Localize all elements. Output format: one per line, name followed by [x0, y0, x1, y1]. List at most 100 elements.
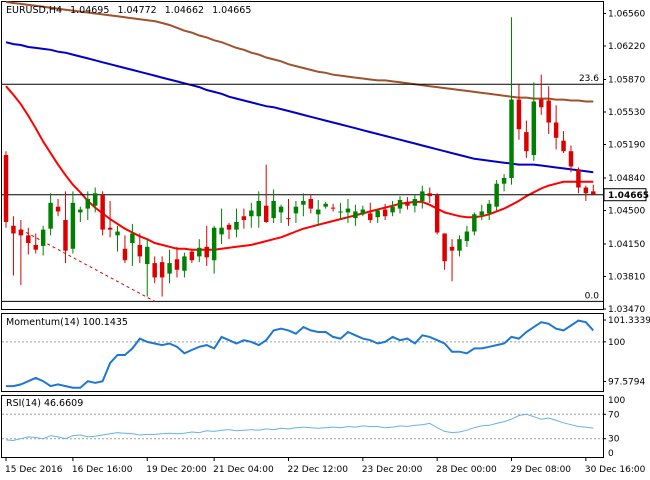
candle-body — [3, 155, 9, 222]
price-tick-label: 1.04150 — [608, 240, 645, 250]
fib-label-1: 0.0 — [585, 291, 600, 301]
candle — [353, 204, 358, 226]
rsi-tick-label: 30 — [608, 435, 620, 445]
candle — [561, 131, 566, 154]
candle — [323, 201, 328, 209]
candles — [3, 17, 596, 297]
current-price-tag — [603, 188, 647, 202]
candle-body — [382, 209, 388, 217]
time-tick-label: 16 Dec 16:00 — [72, 465, 133, 475]
candle — [249, 202, 254, 228]
candle-body — [204, 246, 209, 258]
candle-body — [330, 207, 336, 209]
candle-body — [137, 244, 143, 257]
candle — [130, 223, 135, 266]
candle-body — [226, 224, 232, 230]
price-tick-label: 1.04500 — [608, 206, 645, 216]
momentum-axis: 101.3339 100 97.5794 — [603, 316, 650, 388]
candle-body — [182, 256, 187, 271]
candle — [531, 82, 537, 161]
rsi-axis: 70 30 100 0 — [603, 396, 625, 459]
candle-body — [241, 216, 247, 221]
candle-body — [472, 214, 477, 232]
candle — [100, 191, 105, 236]
rsi-tick-label: 70 — [608, 410, 620, 420]
rsi-panel-frame — [1, 395, 604, 458]
candle-body — [55, 206, 61, 212]
candle-body — [92, 193, 98, 206]
candle-body — [583, 187, 589, 194]
rsi-top-label: 100 — [608, 396, 625, 406]
candle — [553, 105, 559, 150]
candle-body — [531, 101, 537, 156]
candle — [390, 200, 395, 217]
candle-body — [442, 233, 447, 262]
candle-body — [405, 201, 410, 206]
candle-body — [561, 140, 566, 152]
candle-body — [174, 259, 180, 270]
candle — [234, 208, 239, 238]
candle-body — [159, 262, 165, 278]
candle — [182, 252, 187, 278]
price-tick-label: 1.06220 — [608, 42, 645, 52]
candle-body — [539, 99, 544, 108]
candle-body — [301, 200, 306, 205]
candle-body — [308, 199, 314, 209]
candle — [591, 184, 596, 196]
candle — [479, 204, 485, 221]
ohlc-low: 1.04662 — [165, 5, 204, 16]
momentum-plot — [2, 319, 603, 389]
ohlc-open: 1.04695 — [70, 5, 109, 16]
candle — [63, 191, 68, 264]
candle-body — [48, 202, 53, 229]
candle-body — [249, 210, 254, 217]
candle — [70, 191, 76, 254]
candle-body — [100, 195, 105, 230]
candle — [293, 200, 299, 223]
momentum-panel-frame — [1, 313, 604, 392]
candle-body — [271, 200, 276, 219]
candle-body — [457, 239, 462, 251]
candle-body — [323, 203, 328, 207]
candle — [442, 233, 447, 270]
candle — [256, 191, 261, 228]
price-panel-header: EURUSD,H4 1.04695 1.04772 1.04662 1.0466… — [6, 5, 251, 16]
candle-body — [434, 195, 440, 233]
candle-body — [286, 218, 291, 220]
candle — [174, 246, 180, 278]
candle — [145, 239, 150, 297]
candle — [338, 202, 343, 221]
candle — [78, 206, 83, 222]
price-tick-label: 1.05190 — [608, 141, 645, 151]
candle-body — [152, 263, 157, 278]
time-tick-label: 22 Dec 12:00 — [287, 465, 348, 475]
candle — [501, 174, 507, 192]
candle-body — [18, 229, 24, 236]
candle — [509, 17, 514, 185]
candle-body — [26, 235, 31, 244]
candle — [405, 197, 410, 210]
time-tick-label: 19 Dec 20:00 — [146, 465, 207, 475]
candle — [568, 145, 574, 173]
candle — [360, 205, 366, 217]
candle — [375, 208, 380, 223]
candle-body — [263, 205, 269, 222]
candle-body — [78, 209, 83, 213]
candle — [278, 204, 284, 223]
candle-body — [40, 229, 46, 246]
rsi-bottom-label: 0 — [608, 449, 614, 459]
candle-body — [130, 233, 135, 244]
rsi-line — [5, 413, 594, 442]
candle — [486, 199, 492, 221]
candle — [167, 249, 172, 284]
candle-body — [63, 220, 68, 251]
ohlc-high: 1.04772 — [117, 5, 156, 16]
candle — [211, 225, 217, 274]
time-tick-label: 28 Dec 00:00 — [436, 465, 497, 475]
candle-body — [464, 231, 470, 242]
candle — [368, 202, 373, 223]
candle-body — [375, 210, 380, 218]
momentum-tick-label: 100 — [608, 338, 625, 348]
candle — [85, 191, 91, 221]
